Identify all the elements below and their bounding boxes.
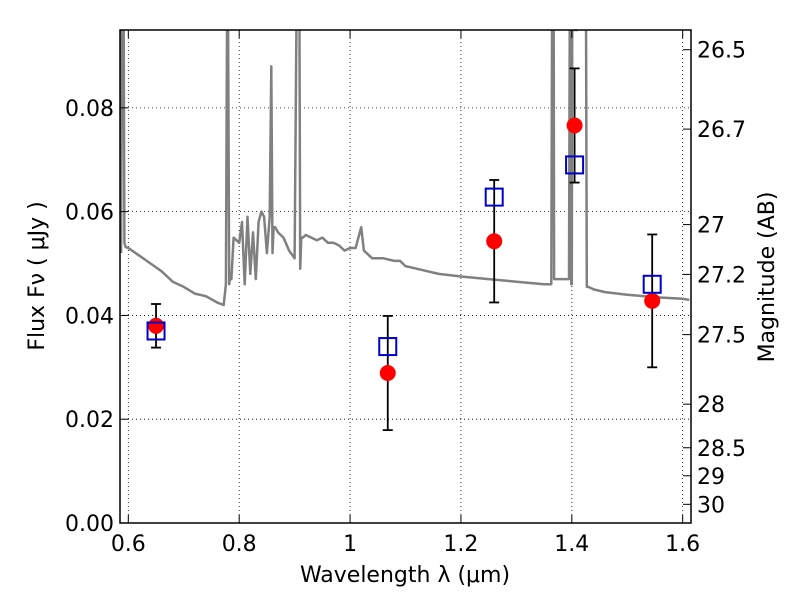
y-tick-label: 0.02 [65, 408, 114, 433]
y-tick-label: 0.06 [65, 201, 114, 226]
observed-point [566, 117, 583, 134]
y2-tick-label: 29 [697, 465, 725, 490]
y2-tick-label: 27.2 [697, 263, 746, 288]
y-axis: 0.00 0.02 0.04 0.06 0.08 [65, 97, 128, 537]
x-tick-label: 1.4 [554, 532, 589, 557]
x-tick-label: 0.6 [111, 532, 146, 557]
y-tick-label: 0.00 [65, 512, 114, 537]
sed-curve [120, 30, 690, 307]
y2-tick-label: 28 [697, 393, 725, 418]
observed-point [379, 365, 396, 382]
observed-point [486, 233, 503, 250]
y2-tick-label: 27 [697, 214, 725, 239]
x-tick-label: 1 [343, 532, 357, 557]
y2-tick-label: 26.7 [697, 118, 746, 143]
x-tick-label: 1.6 [665, 532, 700, 557]
sed-layer [120, 30, 690, 307]
y2-tick-label: 26.5 [697, 39, 746, 64]
model-point [378, 337, 398, 357]
y-tick-label: 0.08 [65, 97, 114, 122]
x-tick-label: 0.8 [222, 532, 257, 557]
observed-point [644, 292, 661, 309]
y-axis-label: Flux Fν ( μJy ) [25, 201, 50, 350]
plot-area [120, 30, 691, 523]
x-tick-label: 1.2 [443, 532, 478, 557]
x-axis-label: Wavelength λ (μm) [300, 563, 510, 588]
x-axis: 0.6 0.8 1 1.2 1.4 1.6 [111, 30, 700, 557]
plot-frame [119, 29, 692, 524]
y2-axis-label: Magnitude (AB) [755, 192, 780, 363]
model-point [642, 274, 662, 294]
y2-tick-label: 27.5 [697, 324, 746, 349]
model-point [565, 155, 585, 175]
observed-point [148, 317, 165, 334]
y-tick-label: 0.04 [65, 304, 114, 329]
model-point [146, 321, 166, 341]
model-points [146, 155, 662, 357]
model-point [484, 187, 504, 207]
y2-tick-label: 28.5 [697, 437, 746, 462]
y2-axis: 26.5 26.7 27 27.2 27.5 28 28.5 29 30 [683, 39, 746, 518]
y2-tick-label: 30 [697, 493, 725, 518]
